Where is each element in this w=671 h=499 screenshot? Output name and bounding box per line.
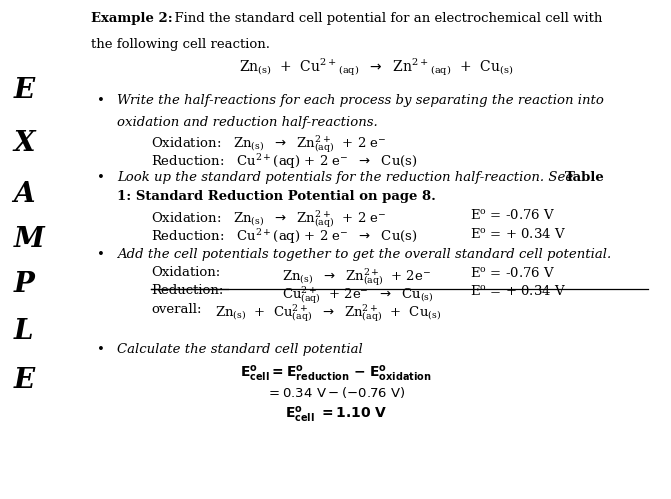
Text: E: E — [13, 77, 34, 104]
Text: Reduction:   Cu$^{\mathregular{2+}}$(aq) + 2 e$^{\mathregular{-}}$  $\rightarrow: Reduction: Cu$^{\mathregular{2+}}$(aq) +… — [151, 152, 417, 171]
Text: $\mathbf{E^o_{cell} = E^o_{reduction}\ \mathbf{-}\ E^o_{oxidation}}$: $\mathbf{E^o_{cell} = E^o_{reduction}\ \… — [240, 364, 431, 384]
Text: E$^{\mathregular{o}}$ = + 0.34 V: E$^{\mathregular{o}}$ = + 0.34 V — [470, 284, 566, 298]
Text: oxidation and reduction half-reactions.: oxidation and reduction half-reactions. — [117, 116, 378, 129]
Text: Write the half-reactions for each process by separating the reaction into: Write the half-reactions for each proces… — [117, 94, 605, 107]
Text: L: L — [13, 318, 33, 345]
Text: $= 0.34\ \mathrm{V} - (-0.76\ \mathrm{V})$: $= 0.34\ \mathrm{V} - (-0.76\ \mathrm{V}… — [266, 385, 405, 400]
Text: 1: Standard Reduction Potential on page 8.: 1: Standard Reduction Potential on page … — [117, 190, 436, 203]
Text: Look up the standard potentials for the reduction half-reaction. See: Look up the standard potentials for the … — [117, 171, 574, 184]
Text: A: A — [13, 181, 35, 208]
Text: •: • — [97, 248, 105, 261]
Text: E$^{\mathregular{o}}$ = -0.76 V: E$^{\mathregular{o}}$ = -0.76 V — [470, 266, 555, 280]
Text: Reduction:: Reduction: — [151, 284, 223, 297]
Text: Example 2:: Example 2: — [91, 12, 172, 25]
Text: E: E — [13, 367, 34, 394]
Text: •: • — [97, 171, 105, 184]
Text: Cu$^{\mathregular{2+}}_{\mathregular{(aq)}}$  + 2e$^{\mathregular{-}}$  $\righta: Cu$^{\mathregular{2+}}_{\mathregular{(aq… — [282, 284, 433, 306]
Text: •: • — [97, 94, 105, 107]
Text: the following cell reaction.: the following cell reaction. — [91, 38, 270, 51]
Text: Add the cell potentials together to get the overall standard cell potential.: Add the cell potentials together to get … — [117, 248, 612, 261]
Text: Find the standard cell potential for an electrochemical cell with: Find the standard cell potential for an … — [166, 12, 603, 25]
Text: Oxidation:   Zn$_{\mathregular{(s)}}$  $\rightarrow$  Zn$^{\mathregular{2+}}_{\m: Oxidation: Zn$_{\mathregular{(s)}}$ $\ri… — [151, 208, 386, 230]
Text: X: X — [13, 130, 35, 157]
Text: overall:: overall: — [151, 303, 201, 316]
Text: M: M — [13, 226, 44, 252]
Text: Zn$_{\mathregular{(s)}}$  $\rightarrow$  Zn$^{\mathregular{2+}}_{\mathregular{(a: Zn$_{\mathregular{(s)}}$ $\rightarrow$ Z… — [282, 266, 431, 287]
Text: Zn$_{\mathregular{(s)}}$  +  Cu$^{\mathregular{2+}}_{\mathregular{(aq)}}$  $\rig: Zn$_{\mathregular{(s)}}$ + Cu$^{\mathreg… — [215, 303, 441, 324]
Text: E$^{\mathregular{o}}$ = -0.76 V: E$^{\mathregular{o}}$ = -0.76 V — [470, 208, 555, 222]
Text: P: P — [13, 271, 34, 298]
Text: $\mathbf{E^o_{cell}}$ $\mathbf{= 1.10\ V}$: $\mathbf{E^o_{cell}}$ $\mathbf{= 1.10\ V… — [285, 405, 386, 425]
Text: Oxidation:: Oxidation: — [151, 266, 220, 279]
Text: Oxidation:   Zn$_{\mathregular{(s)}}$  $\rightarrow$  Zn$^{\mathregular{2+}}_{\m: Oxidation: Zn$_{\mathregular{(s)}}$ $\ri… — [151, 134, 386, 155]
Text: Zn$_{\mathregular{(s)}}$  +  Cu$^{\mathregular{2+}}$$_{\mathregular{(aq)}}$  $\r: Zn$_{\mathregular{(s)}}$ + Cu$^{\mathreg… — [239, 56, 513, 78]
Text: Reduction:   Cu$^{\mathregular{2+}}$(aq) + 2 e$^{\mathregular{-}}$  $\rightarrow: Reduction: Cu$^{\mathregular{2+}}$(aq) +… — [151, 227, 417, 246]
Text: Calculate the standard cell potential: Calculate the standard cell potential — [117, 343, 363, 356]
Text: E$^{\mathregular{o}}$ = + 0.34 V: E$^{\mathregular{o}}$ = + 0.34 V — [470, 227, 566, 241]
Text: •: • — [97, 343, 105, 356]
Text: Table: Table — [565, 171, 605, 184]
